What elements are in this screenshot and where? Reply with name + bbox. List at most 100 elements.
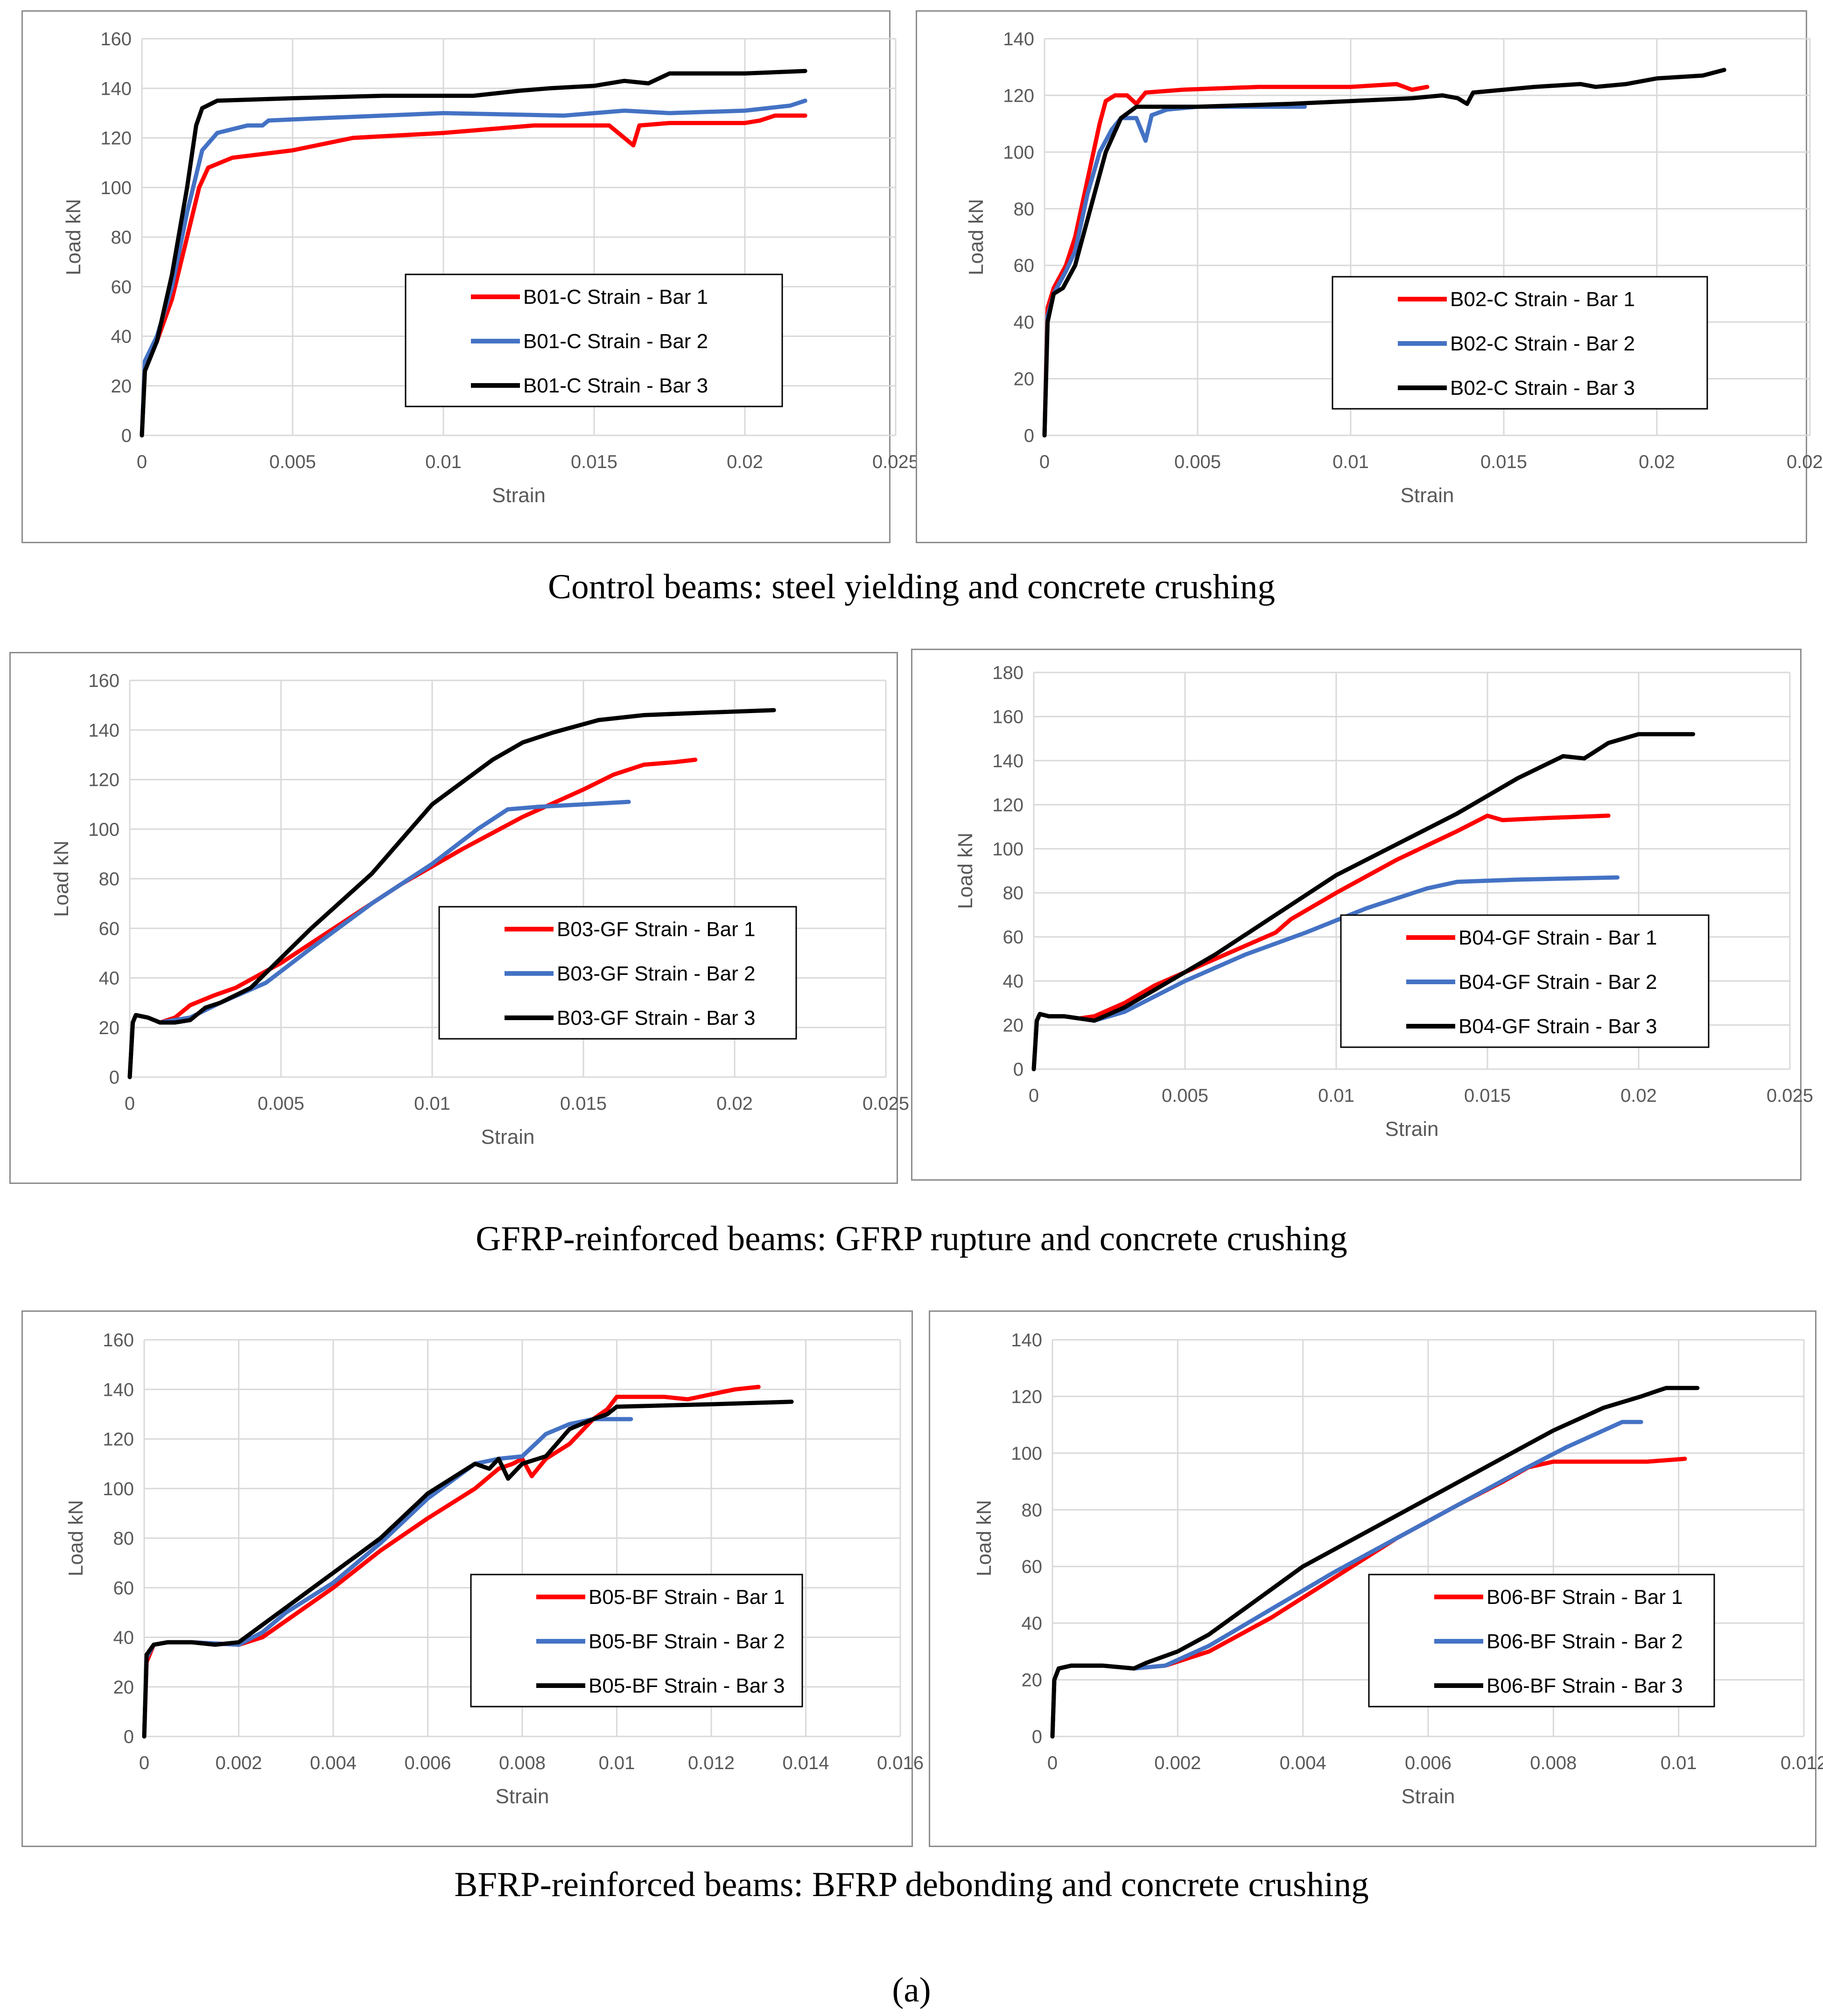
legend-label-bar-3: B03-GF Strain - Bar 3 bbox=[557, 1007, 755, 1029]
x-tick-label: 0.01 bbox=[1661, 1753, 1697, 1773]
y-tick-label: 80 bbox=[111, 227, 132, 248]
legend-label-bar-3: B01-C Strain - Bar 3 bbox=[523, 374, 708, 397]
legend-label-bar-3: B04-GF Strain - Bar 3 bbox=[1458, 1015, 1657, 1038]
x-tick-label: 0.025 bbox=[1767, 1085, 1813, 1106]
legend-box bbox=[438, 906, 797, 1040]
chart-b02: 0 20 40 60 80 100 120 140 0 0.005 0.01 0.015 0.02 0.0… bbox=[965, 29, 1823, 507]
legend-label-bar-2: B01-C Strain - Bar 2 bbox=[523, 330, 708, 353]
figure-label: (a) bbox=[892, 1971, 931, 2009]
legend-box bbox=[470, 1574, 803, 1708]
x-tick-label: 0.015 bbox=[1480, 452, 1527, 472]
caption-gfrp: GFRP-reinforced beams: GFRP rupture and … bbox=[476, 1219, 1347, 1258]
x-tick-label: 0.005 bbox=[1174, 452, 1221, 472]
x-tick-label: 0.002 bbox=[1154, 1753, 1201, 1773]
series-line-bar-3 bbox=[1042, 68, 1726, 438]
chart-panel-b06: 0 20 40 60 80 100 120 140 0 0.002 0.004 0.006 0.008 0… bbox=[929, 1310, 1823, 1847]
x-tick-label: 0.01 bbox=[599, 1753, 635, 1773]
x-axis-title: Strain bbox=[492, 484, 546, 507]
y-tick-label: 20 bbox=[1003, 1015, 1024, 1036]
y-tick-label: 0 bbox=[1013, 1059, 1024, 1080]
x-axis-title: Strain bbox=[496, 1785, 549, 1808]
x-tick-label: 0.005 bbox=[269, 452, 316, 472]
legend-label-bar-1: B06-BF Strain - Bar 1 bbox=[1486, 1586, 1683, 1609]
y-tick-label: 20 bbox=[99, 1018, 120, 1038]
y-tick-label: 20 bbox=[1022, 1670, 1043, 1691]
chart-b05: 0 20 40 60 80 100 120 140 160 0 0.002 0.004 0.006 0.0… bbox=[64, 1330, 924, 1808]
y-tick-label: 60 bbox=[1014, 256, 1035, 276]
y-tick-label: 60 bbox=[99, 918, 120, 939]
x-tick-label: 0.01 bbox=[414, 1093, 450, 1114]
x-tick-label: 0.008 bbox=[499, 1753, 546, 1773]
x-tick-label: 0.01 bbox=[425, 452, 462, 472]
y-tick-label: 120 bbox=[103, 1429, 134, 1450]
series-line-bar-1 bbox=[140, 113, 807, 438]
x-tick-label: 0.025 bbox=[872, 452, 919, 472]
x-tick-label: 0.015 bbox=[571, 452, 617, 472]
chart-b01: 0 20 40 60 80 100 120 140 160 0 0.005 0.01 0.015 0.02… bbox=[62, 29, 919, 507]
y-tick-label: 120 bbox=[100, 128, 132, 149]
y-tick-label: 120 bbox=[1003, 85, 1034, 106]
legend-box bbox=[1340, 914, 1710, 1048]
y-tick-label: 100 bbox=[992, 839, 1024, 860]
x-tick-label: 0.008 bbox=[1530, 1753, 1577, 1773]
x-tick-label: 0.006 bbox=[404, 1753, 451, 1773]
x-tick-label: 0.01 bbox=[1332, 452, 1369, 472]
x-tick-label: 0.01 bbox=[1318, 1085, 1354, 1106]
series-line-bar-2 bbox=[1042, 105, 1307, 438]
y-axis-title: Load kN bbox=[973, 1500, 996, 1576]
x-tick-label: 0.02 bbox=[727, 452, 763, 472]
legend-label-bar-2: B02-C Strain - Bar 2 bbox=[1450, 332, 1635, 355]
chart-panel-b01: 0 20 40 60 80 100 120 140 160 0 0.005 0.01 0.015 0.02… bbox=[21, 10, 919, 543]
x-tick-label: 0 bbox=[1047, 1753, 1058, 1773]
series-line-bar-3 bbox=[127, 708, 776, 1079]
y-tick-label: 80 bbox=[1003, 883, 1024, 903]
y-tick-label: 160 bbox=[103, 1330, 134, 1351]
chart-panel-b03: 0 20 40 60 80 100 120 140 160 0 0.005 0.01 0.015 0.02… bbox=[9, 652, 909, 1184]
y-tick-label: 40 bbox=[111, 327, 132, 347]
caption-bfrp: BFRP-reinforced beams: BFRP debonding an… bbox=[454, 1865, 1369, 1904]
legend-label-bar-3: B06-BF Strain - Bar 3 bbox=[1486, 1674, 1683, 1697]
x-tick-label: 0.025 bbox=[1787, 452, 1823, 472]
x-tick-label: 0 bbox=[137, 452, 147, 472]
y-tick-label: 0 bbox=[1032, 1727, 1042, 1747]
legend-label-bar-2: B03-GF Strain - Bar 2 bbox=[557, 962, 755, 985]
y-tick-label: 20 bbox=[1014, 369, 1035, 390]
y-tick-label: 80 bbox=[1022, 1500, 1043, 1520]
y-axis-title: Load kN bbox=[965, 199, 988, 275]
y-axis-title: Load kN bbox=[62, 199, 85, 275]
y-tick-label: 60 bbox=[1022, 1557, 1043, 1577]
y-tick-label: 40 bbox=[1022, 1613, 1043, 1634]
y-axis-title: Load kN bbox=[50, 840, 73, 917]
y-tick-label: 0 bbox=[1024, 426, 1034, 446]
y-tick-label: 160 bbox=[992, 707, 1024, 727]
y-tick-label: 140 bbox=[103, 1379, 134, 1400]
y-tick-label: 60 bbox=[113, 1578, 134, 1598]
y-tick-label: 100 bbox=[1011, 1443, 1042, 1464]
x-tick-label: 0 bbox=[1029, 1085, 1039, 1106]
x-tick-label: 0.005 bbox=[258, 1093, 304, 1114]
x-tick-label: 0.004 bbox=[310, 1753, 357, 1773]
x-tick-label: 0.002 bbox=[215, 1753, 262, 1773]
y-tick-label: 100 bbox=[103, 1479, 134, 1499]
y-tick-label: 40 bbox=[1003, 971, 1024, 992]
chart-panel-b04: 0 20 40 60 80 100 120 140 160 180 0 0.005 0.01 0.015 0… bbox=[911, 649, 1813, 1181]
legend-label-bar-2: B06-BF Strain - Bar 2 bbox=[1486, 1630, 1683, 1653]
y-tick-label: 20 bbox=[113, 1677, 134, 1698]
y-tick-label: 100 bbox=[88, 819, 119, 840]
legend-label-bar-1: B02-C Strain - Bar 1 bbox=[1450, 288, 1635, 311]
y-tick-label: 0 bbox=[124, 1727, 134, 1747]
legend-label-bar-1: B04-GF Strain - Bar 1 bbox=[1458, 926, 1657, 949]
legend-label-bar-1: B01-C Strain - Bar 1 bbox=[523, 286, 708, 308]
y-tick-label: 120 bbox=[88, 770, 119, 791]
chart-b03: 0 20 40 60 80 100 120 140 160 0 0.005 0.01 0.015 0.02… bbox=[50, 671, 909, 1148]
series-line-bar-3 bbox=[142, 1400, 794, 1739]
y-tick-label: 140 bbox=[100, 78, 132, 99]
y-tick-label: 140 bbox=[1003, 29, 1034, 49]
x-tick-label: 0.015 bbox=[1464, 1085, 1511, 1106]
legend-label-bar-1: B05-BF Strain - Bar 1 bbox=[589, 1586, 785, 1609]
x-tick-label: 0.012 bbox=[688, 1753, 735, 1773]
legend-label-bar-3: B05-BF Strain - Bar 3 bbox=[589, 1674, 785, 1697]
y-tick-label: 80 bbox=[99, 869, 120, 889]
x-axis-title: Strain bbox=[1385, 1118, 1439, 1141]
x-tick-label: 0.004 bbox=[1280, 1753, 1326, 1773]
